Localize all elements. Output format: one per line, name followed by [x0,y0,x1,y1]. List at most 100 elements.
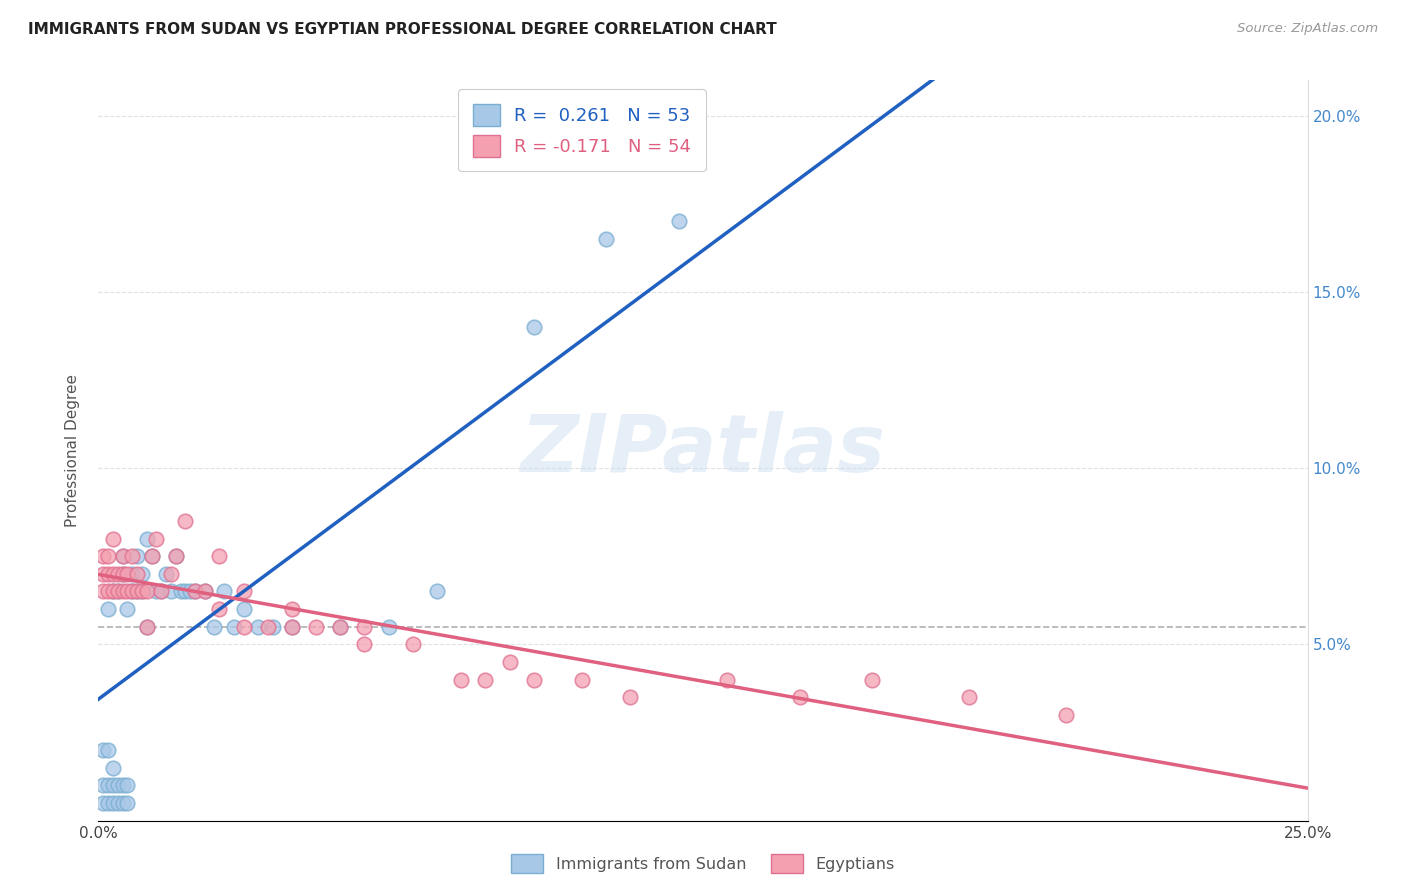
Point [329,620,352,634]
Point [107,584,129,599]
Point [523,673,546,687]
Point [262,620,284,634]
Point [150,584,173,599]
Point [91,584,114,599]
Point [1054,707,1077,722]
Point [174,584,197,599]
Point [97,743,120,757]
Point [117,566,139,581]
Point [111,584,134,599]
Point [121,584,143,599]
Point [101,761,124,775]
Point [131,566,153,581]
Point [184,584,207,599]
Point [450,673,472,687]
Point [353,620,375,634]
Point [127,549,149,564]
Point [474,673,496,687]
Point [957,690,980,705]
Point [402,637,425,651]
Point [121,566,143,581]
Point [160,566,183,581]
Point [208,549,231,564]
Point [117,778,139,792]
Point [789,690,811,705]
Point [97,549,120,564]
Point [97,602,120,616]
Point [212,584,235,599]
Point [91,549,114,564]
Point [194,584,217,599]
Text: IMMIGRANTS FROM SUDAN VS EGYPTIAN PROFESSIONAL DEGREE CORRELATION CHART: IMMIGRANTS FROM SUDAN VS EGYPTIAN PROFES… [28,22,778,37]
Point [101,532,124,546]
Point [111,796,134,810]
Point [101,584,124,599]
Point [523,320,546,334]
Point [141,549,163,564]
Point [174,514,197,528]
Point [101,778,124,792]
Point [498,655,520,669]
Point [155,566,177,581]
Point [169,584,191,599]
Point [668,214,690,228]
Point [91,743,114,757]
Point [256,620,278,634]
Point [208,602,231,616]
Point [121,584,143,599]
Point [141,549,163,564]
Point [232,602,254,616]
Point [127,584,149,599]
Point [121,549,143,564]
Point [281,620,304,634]
Point [131,584,153,599]
Point [135,620,157,634]
Y-axis label: Professional Degree: Professional Degree [65,374,80,527]
Point [97,778,120,792]
Point [117,602,139,616]
Point [281,620,304,634]
Point [107,584,129,599]
Point [97,584,120,599]
Point [179,584,201,599]
Point [353,637,375,651]
Point [97,566,120,581]
Point [101,566,124,581]
Point [305,620,328,634]
Point [131,584,153,599]
Point [127,566,149,581]
Point [377,620,399,634]
Point [111,549,134,564]
Point [111,566,134,581]
Point [145,584,167,599]
Text: Source: ZipAtlas.com: Source: ZipAtlas.com [1237,22,1378,36]
Point [426,584,449,599]
Point [101,796,124,810]
Point [571,673,593,687]
Point [716,673,738,687]
Point [160,584,183,599]
Point [860,673,883,687]
Point [117,796,139,810]
Point [91,796,114,810]
Point [184,584,207,599]
Point [97,796,120,810]
Point [135,620,157,634]
Point [247,620,270,634]
Point [222,620,245,634]
Point [107,566,129,581]
Point [111,566,134,581]
Point [281,602,304,616]
Point [150,584,173,599]
Point [204,620,226,634]
Point [165,549,187,564]
Point [165,549,187,564]
Point [111,778,134,792]
Point [232,584,254,599]
Point [595,232,617,246]
Point [329,620,352,634]
Point [91,566,114,581]
Point [101,584,124,599]
Point [107,778,129,792]
Point [111,549,134,564]
